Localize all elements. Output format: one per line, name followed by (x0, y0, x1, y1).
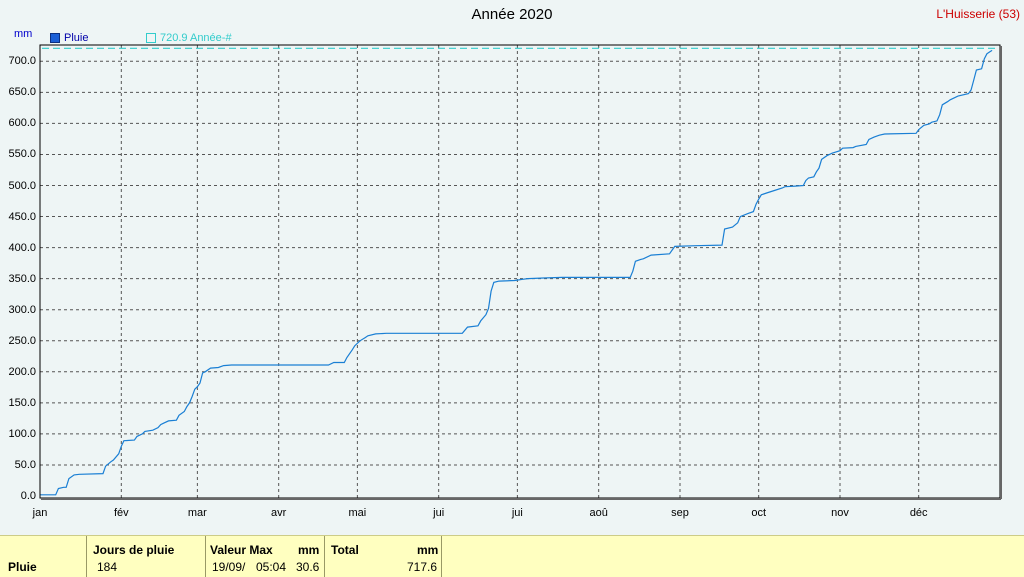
x-tick-label: jui (433, 507, 445, 519)
stats-valmax-cell: Valeur Max mm 19/09/ 05:04 30.6 (206, 536, 325, 577)
legend-label-pluie: Pluie (64, 32, 89, 44)
valmax-value: 30.6 (296, 560, 320, 574)
stats-row-label: Pluie (8, 560, 37, 574)
y-tick-label: 100.0 (8, 427, 36, 440)
y-tick-label: 200.0 (8, 365, 36, 378)
stats-table: Pluie Jours de pluie 184 Valeur Max mm 1… (0, 535, 1024, 577)
x-tick-label: déc (909, 507, 928, 519)
x-tick-label: nov (831, 507, 849, 519)
x-tick-label: jui (511, 507, 523, 519)
y-tick-label: 700.0 (8, 55, 36, 68)
y-tick-label: 400.0 (8, 241, 36, 254)
y-tick-label: 500.0 (8, 179, 36, 192)
legend-item-pluie: Pluie (50, 32, 88, 44)
valmax-header: Valeur Max (210, 543, 273, 557)
total-header: Total (331, 543, 359, 557)
x-tick-label: oct (751, 507, 767, 519)
series-line-pluie (40, 49, 993, 496)
x-tick-label: jan (32, 507, 48, 519)
y-tick-label: 600.0 (8, 117, 36, 130)
y-tick-label: 50.0 (14, 458, 36, 471)
x-tick-label: fév (113, 507, 129, 519)
legend-swatch-annee (146, 33, 156, 43)
total-value: 717.6 (407, 560, 438, 574)
x-tick-label: avr (271, 507, 287, 519)
y-tick-label: 350.0 (8, 272, 36, 285)
valmax-date: 19/09/ (212, 560, 246, 574)
chart-title: Année 2020 (471, 6, 553, 23)
y-tick-label: 300.0 (8, 303, 36, 316)
y-tick-label: 650.0 (8, 86, 36, 99)
station-name: L'Huisserie (53) (936, 7, 1020, 21)
chart-plot (39, 44, 1002, 500)
jours-value: 184 (97, 560, 118, 574)
x-tick-label: mai (348, 507, 367, 519)
legend-swatch-pluie (50, 33, 60, 43)
y-tick-label: 150.0 (8, 396, 36, 409)
stats-jours-cell: Jours de pluie 184 (87, 536, 206, 577)
y-tick-label: 0.0 (20, 490, 36, 502)
legend-label-annee: 720.9 Année-# (160, 32, 232, 44)
y-tick-label: 450.0 (8, 210, 36, 223)
jours-header: Jours de pluie (93, 543, 175, 557)
x-tick-label: mar (187, 507, 207, 519)
legend-item-annee: 720.9 Année-# (146, 32, 232, 44)
valmax-unit: mm (298, 543, 320, 557)
stats-total-cell: Total mm 717.6 (325, 536, 442, 577)
valmax-time: 05:04 (256, 560, 287, 574)
y-tick-label: 250.0 (8, 334, 36, 347)
y-axis-unit: mm (14, 28, 33, 40)
stats-label-cell: Pluie (0, 536, 87, 577)
x-tick-label: sep (671, 507, 689, 519)
x-tick-label: aoû (589, 507, 608, 519)
total-unit: mm (417, 543, 439, 557)
y-tick-label: 550.0 (8, 148, 36, 161)
